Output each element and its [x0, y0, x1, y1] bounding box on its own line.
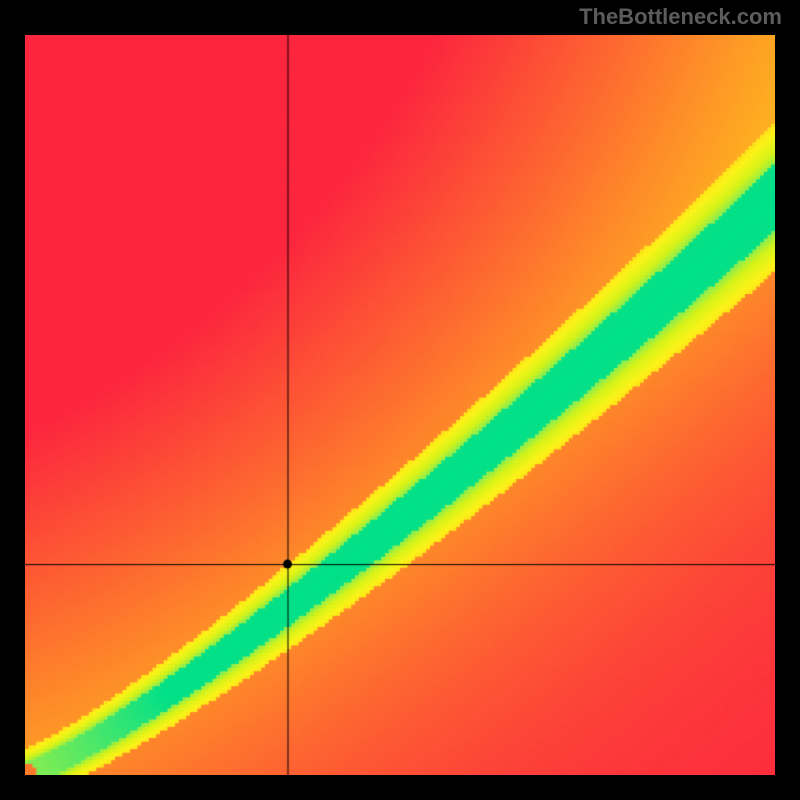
chart-frame: TheBottleneck.com — [0, 0, 800, 800]
bottleneck-heatmap — [25, 35, 775, 775]
heatmap-plot-container — [25, 35, 775, 775]
watermark-text: TheBottleneck.com — [579, 4, 782, 30]
